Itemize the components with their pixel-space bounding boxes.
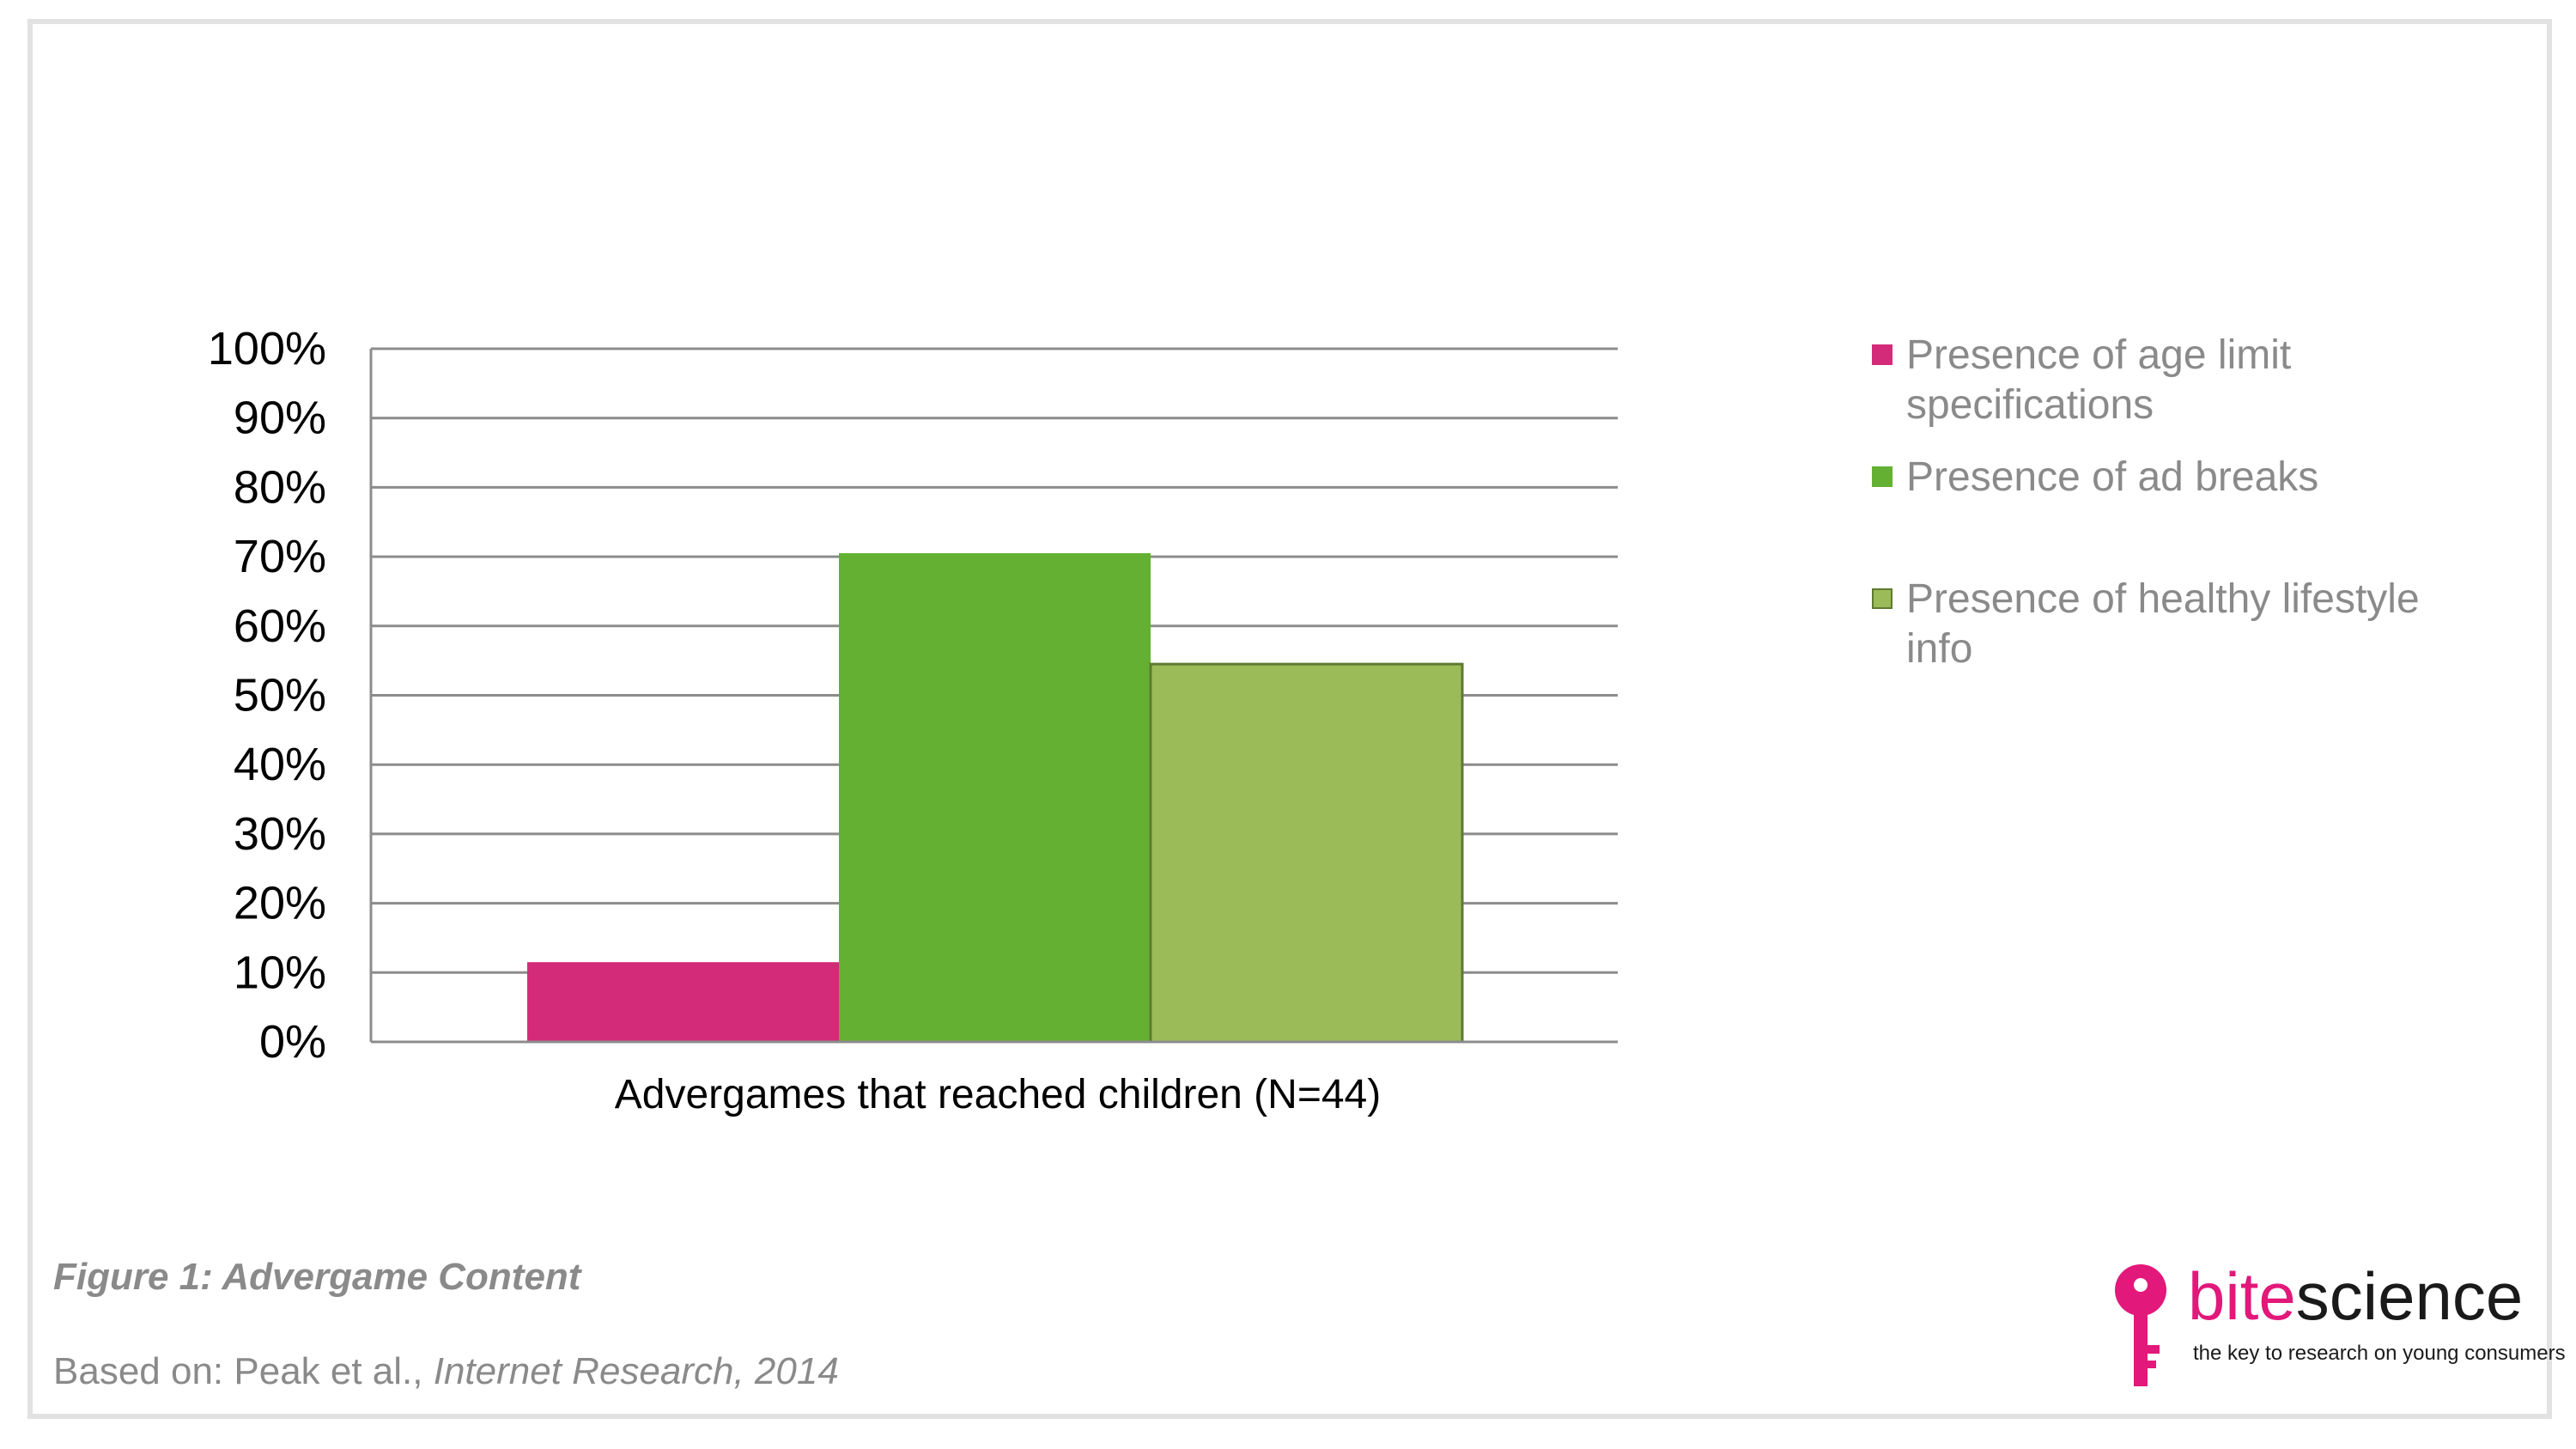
x-category-label: Advergames that reached children (N=44) xyxy=(615,1072,1381,1117)
y-tick-label: 80% xyxy=(234,461,326,513)
legend-item-healthy-info: Presence of healthy lifestyle info xyxy=(1872,575,2473,674)
bar-series-3 xyxy=(1149,662,1464,1044)
key-icon xyxy=(2115,1264,2166,1386)
y-tick-label: 0% xyxy=(259,1016,326,1068)
bar-series-1 xyxy=(527,962,839,1042)
y-tick-label: 100% xyxy=(208,323,326,374)
y-tick-label: 60% xyxy=(234,600,326,652)
legend-item-ad-breaks: Presence of ad breaks xyxy=(1872,453,2473,502)
logo-wordmark: bitescience xyxy=(2188,1257,2523,1335)
legend-label-healthy-info: Presence of healthy lifestyle info xyxy=(1906,576,2420,672)
y-tick-label: 30% xyxy=(234,808,326,860)
y-tick-label: 70% xyxy=(234,531,326,582)
bar-series-2 xyxy=(839,553,1151,1042)
y-tick-label: 50% xyxy=(234,670,326,721)
legend-swatch-age-limit xyxy=(1872,344,1893,365)
chart-legend: Presence of age limit specifications Pre… xyxy=(1872,331,2473,674)
y-tick-label: 40% xyxy=(234,739,326,790)
legend-swatch-healthy-info xyxy=(1872,588,1893,609)
source-line: Based on: Peak et al., Internet Research… xyxy=(53,1350,839,1393)
legend-label-age-limit: Presence of age limit specifications xyxy=(1906,332,2292,428)
y-tick-label: 10% xyxy=(234,947,326,998)
source-publication: Internet Research, 2014 xyxy=(433,1350,839,1392)
logo-word-science: science xyxy=(2295,1258,2524,1334)
legend-label-ad-breaks: Presence of ad breaks xyxy=(1906,454,2319,500)
source-prefix: Based on: Peak et al., xyxy=(53,1350,434,1392)
y-tick-label: 90% xyxy=(234,393,326,444)
figure-caption: Figure 1: Advergame Content xyxy=(53,1256,581,1298)
y-tick-label: 20% xyxy=(234,878,326,929)
logo-tagline: the key to research on young consumers xyxy=(2193,1342,2566,1365)
bitescience-logo: bitescience the key to research on young… xyxy=(2112,1258,2566,1391)
logo-word-bite: bite xyxy=(2188,1258,2296,1334)
legend-item-age-limit: Presence of age limit specifications xyxy=(1872,331,2473,430)
legend-swatch-ad-breaks xyxy=(1872,466,1893,487)
